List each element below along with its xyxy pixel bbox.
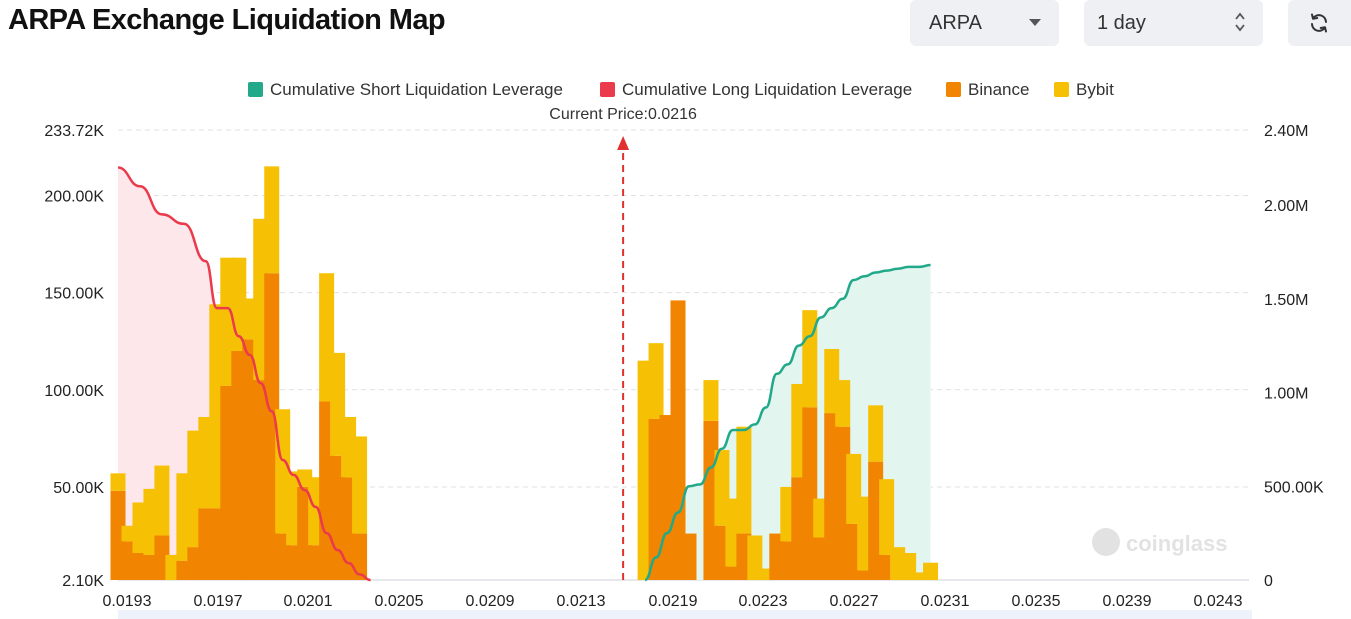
y-right-tick-label: 2.40M — [1264, 123, 1308, 140]
x-tick-label: 0.0205 — [375, 593, 424, 610]
bar-bybit — [264, 166, 280, 274]
bar-bybit — [352, 436, 368, 534]
bar-bybit — [648, 343, 664, 419]
cumulative-lines — [117, 166, 931, 582]
long-leverage-line — [117, 166, 371, 582]
zoom-slider-track[interactable] — [118, 610, 1252, 619]
y-right-tick-label: 0 — [1264, 573, 1273, 590]
legend-swatch — [600, 82, 615, 97]
chart-legend: Cumulative Short Liquidation Leverage Cum… — [248, 80, 1114, 99]
x-tick-label: 0.0209 — [466, 593, 515, 610]
x-tick-label: 0.0197 — [194, 593, 243, 610]
current-price-label: Current Price:0.0216 — [549, 106, 697, 123]
y-right-tick-label: 2.00M — [1264, 198, 1308, 215]
y-left-tick-label: 2.10K — [62, 573, 104, 590]
bar-binance — [352, 533, 368, 580]
legend-swatch — [1054, 82, 1069, 97]
legend-item[interactable]: Binance — [946, 80, 1029, 99]
x-tick-label: 0.0201 — [284, 593, 333, 610]
legend-swatch — [248, 82, 263, 97]
x-tick-label: 0.0243 — [1194, 593, 1243, 610]
bar-bybit — [912, 572, 928, 580]
bar-bybit — [736, 426, 752, 534]
y-left-tick-label: 200.00K — [44, 189, 104, 206]
page-title: ARPA Exchange Liquidation Map — [8, 4, 446, 36]
legend-item[interactable]: Cumulative Long Liquidation Leverage — [600, 80, 912, 99]
y-left-tick-label: 50.00K — [53, 480, 104, 497]
x-tick-label: 0.0235 — [1012, 593, 1061, 610]
x-tick-label: 0.0219 — [649, 593, 698, 610]
bar-bybit — [110, 473, 126, 491]
symbol-select-value: ARPA — [929, 11, 982, 34]
x-tick-label: 0.0193 — [103, 593, 152, 610]
legend-swatch — [946, 82, 961, 97]
bars — [110, 166, 939, 580]
y-right-tick-label: 1.50M — [1264, 292, 1308, 309]
bar-binance — [857, 570, 873, 580]
x-tick-label: 0.0239 — [1103, 593, 1152, 610]
legend-label: Binance — [968, 80, 1029, 99]
chevron-down-icon — [1029, 19, 1041, 26]
x-tick-label: 0.0231 — [921, 593, 970, 610]
bar-bybit — [868, 405, 884, 462]
x-tick-label: 0.0223 — [739, 593, 788, 610]
y-right-tick-label: 500.00K — [1264, 479, 1324, 496]
legend-label: Cumulative Short Liquidation Leverage — [270, 80, 563, 99]
legend-label: Bybit — [1076, 80, 1114, 99]
coinglass-watermark: coinglass — [1092, 528, 1227, 556]
y-right-tick-label: 1.00M — [1264, 386, 1308, 403]
legend-item[interactable]: Cumulative Short Liquidation Leverage — [248, 80, 563, 99]
bar-bybit — [154, 465, 170, 536]
legend-item[interactable]: Bybit — [1054, 80, 1114, 99]
refresh-button[interactable] — [1288, 0, 1351, 46]
bar-bybit — [835, 380, 851, 427]
axes: 2.10K 50.00K 100.00K 150.00K 200.00K 233.72K 0… — [44, 123, 1324, 610]
bar-bybit — [879, 479, 895, 555]
refresh-icon — [1311, 13, 1327, 33]
bar-bybit — [758, 568, 774, 580]
y-left-tick-label: 100.00K — [44, 383, 104, 400]
bar-bybit — [703, 380, 719, 421]
time-range-select-value: 1 day — [1097, 11, 1146, 34]
y-left-tick-label: 233.72K — [44, 123, 104, 140]
time-range-select[interactable]: 1 day — [1084, 0, 1263, 46]
y-left-tick-label: 150.00K — [44, 286, 104, 303]
symbol-select[interactable]: ARPA — [910, 0, 1059, 46]
x-tick-label: 0.0213 — [557, 593, 606, 610]
short-leverage-line — [644, 263, 931, 582]
current-price-arrow-icon — [617, 136, 630, 150]
x-tick-label: 0.0227 — [830, 593, 879, 610]
bar-binance — [681, 533, 697, 580]
spinner-arrows-icon — [1235, 12, 1245, 32]
bar-bybit — [923, 562, 939, 580]
watermark-text: coinglass — [1126, 531, 1227, 556]
legend-label: Cumulative Long Liquidation Leverage — [622, 80, 912, 99]
